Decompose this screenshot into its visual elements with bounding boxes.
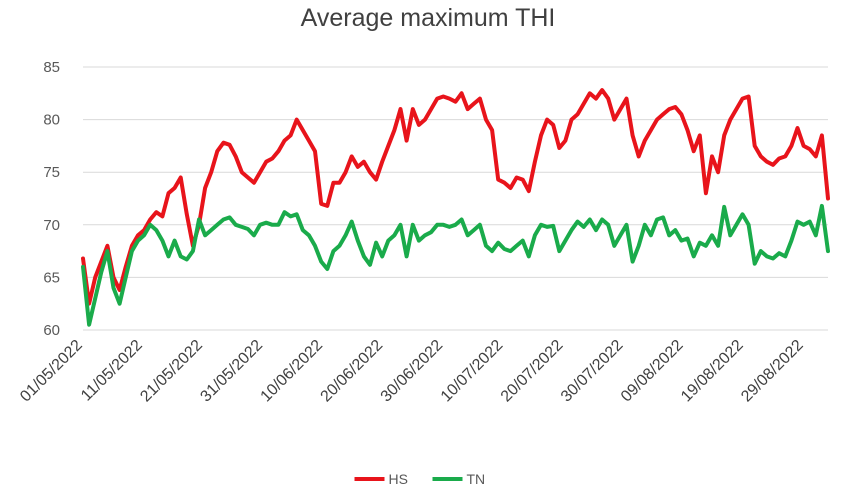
gridlines bbox=[83, 66, 828, 331]
chart-title: Average maximum THI bbox=[301, 4, 556, 32]
x-tick-label: 01/05/2022 bbox=[17, 337, 86, 406]
legend: HS TN bbox=[354, 471, 486, 487]
series-line-hs bbox=[81, 88, 830, 306]
x-tick-label: 31/05/2022 bbox=[197, 337, 266, 406]
x-tick-label: 19/08/2022 bbox=[678, 337, 747, 406]
x-axis-tick-labels: 01/05/202211/05/202221/05/202231/05/2022… bbox=[17, 337, 807, 406]
y-tick-label: 80 bbox=[43, 112, 60, 129]
x-tick-label: 10/06/2022 bbox=[258, 337, 327, 406]
series-line-tn bbox=[81, 203, 830, 327]
y-tick-label: 85 bbox=[43, 59, 60, 76]
y-tick-label: 60 bbox=[43, 322, 60, 339]
x-tick-label: 21/05/2022 bbox=[137, 337, 206, 406]
x-tick-label: 29/08/2022 bbox=[738, 337, 807, 406]
series-lines bbox=[81, 88, 830, 327]
legend-label-tn: TN bbox=[467, 471, 486, 487]
y-tick-label: 75 bbox=[43, 164, 60, 181]
x-tick-label: 10/07/2022 bbox=[438, 337, 507, 406]
y-tick-label: 70 bbox=[43, 217, 60, 234]
x-tick-label: 11/05/2022 bbox=[78, 337, 146, 405]
x-tick-label: 20/06/2022 bbox=[318, 337, 387, 406]
x-tick-label: 20/07/2022 bbox=[498, 337, 567, 406]
x-tick-label: 30/06/2022 bbox=[378, 337, 447, 406]
x-tick-label: 09/08/2022 bbox=[618, 337, 687, 406]
x-tick-label: 30/07/2022 bbox=[558, 337, 627, 406]
legend-label-hs: HS bbox=[389, 471, 408, 487]
y-axis-tick-labels: 60 65 70 75 80 85 bbox=[43, 59, 60, 339]
y-tick-label: 65 bbox=[43, 269, 60, 286]
